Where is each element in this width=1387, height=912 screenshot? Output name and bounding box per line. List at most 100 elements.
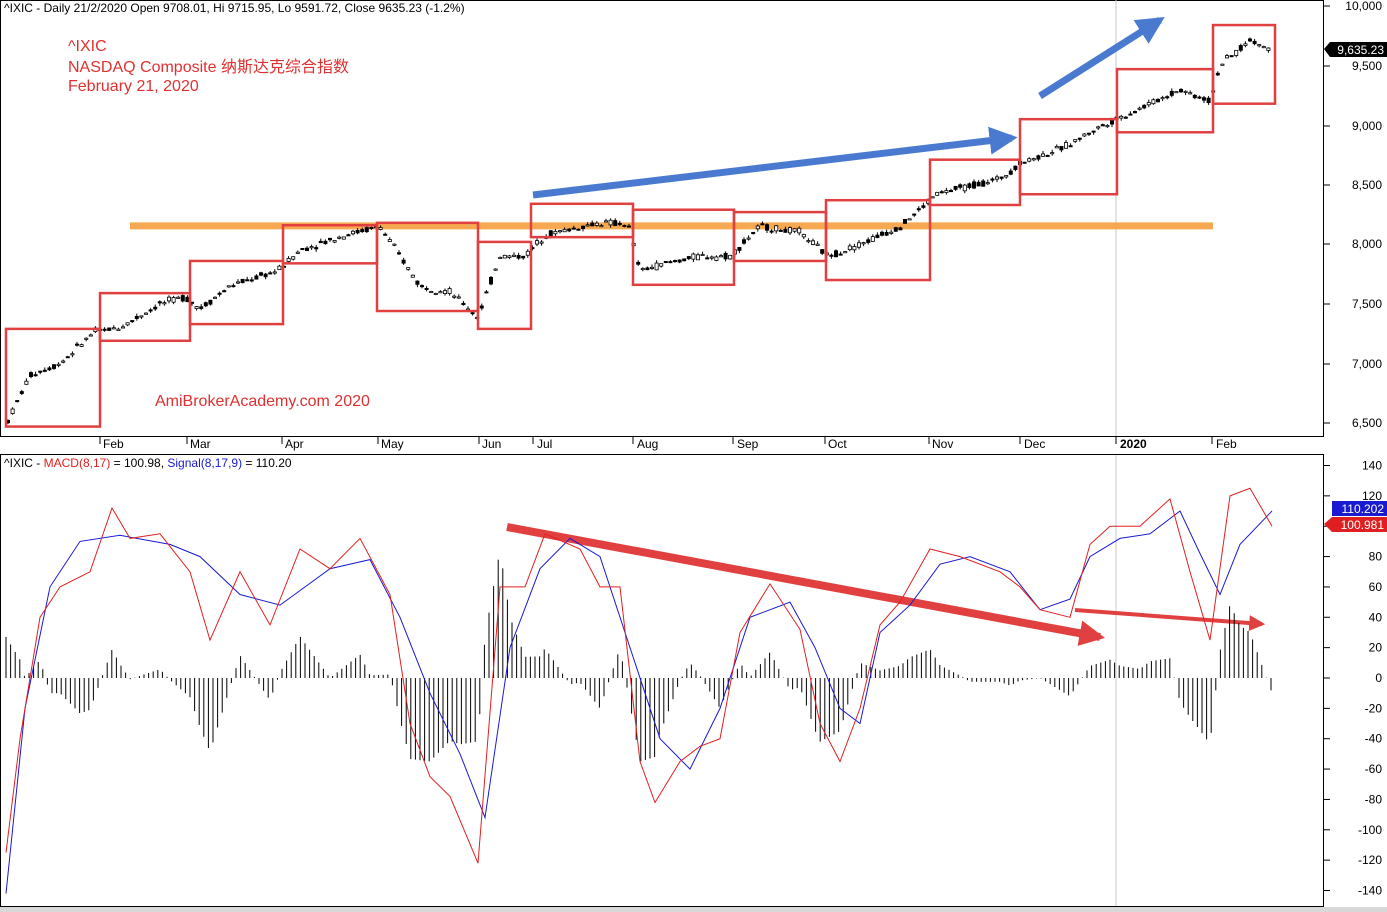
candle-body (700, 253, 705, 256)
candle-body (1248, 38, 1253, 42)
signal-legend-label: Signal(8,17,9) (167, 456, 242, 470)
candle-body (1087, 132, 1092, 135)
candle-body (419, 285, 424, 288)
candle-body (843, 251, 848, 254)
candle-body (387, 239, 392, 242)
candle-body (1202, 97, 1207, 101)
bottom-sheet-strip[interactable] (0, 907, 1387, 912)
candle-body (415, 280, 420, 285)
candle-body (1008, 170, 1013, 175)
candle-body (1077, 137, 1082, 140)
candle-body (562, 229, 567, 233)
candle-body (636, 261, 641, 265)
candle-body (847, 245, 852, 251)
candle-body (696, 254, 701, 261)
candle-body (548, 230, 553, 237)
candle-body (654, 262, 659, 271)
x-tick-jun: Jun (482, 437, 501, 451)
price-panel-frame (0, 0, 1324, 437)
candle-body (222, 290, 227, 293)
candle-body (1045, 154, 1050, 157)
candle-body (1238, 45, 1243, 51)
signal-tag-label: 110.202 (1342, 502, 1385, 516)
price-header: ^IXIC - Daily 21/2/2020 Open 9708.01, Hi… (4, 1, 465, 15)
candle-body (1174, 91, 1179, 94)
candle-body (24, 380, 29, 385)
candle-body (148, 309, 153, 312)
candle-body (116, 328, 121, 331)
candle-body (797, 227, 802, 234)
x-tick-apr: Apr (285, 437, 304, 451)
candle-body (594, 222, 599, 226)
candle-body (581, 225, 586, 229)
monthly-box-1 (4, 327, 102, 428)
candle-body (705, 257, 710, 260)
candle-body (788, 227, 793, 234)
candle-body (1179, 88, 1184, 93)
price-y-ticks: 10,000 9,500 9,000 8,500 8,000 7,500 7,0… (1324, 0, 1382, 430)
candlesticks (6, 37, 1271, 425)
macd-divergence-arrow-long (506, 523, 1106, 646)
candle-body (880, 231, 885, 236)
candle-body (820, 249, 825, 254)
candle-body (447, 288, 452, 294)
candle-body (245, 279, 250, 282)
candle-body (153, 306, 158, 310)
macd-tick--40: -40 (1365, 732, 1383, 746)
candle-body (507, 255, 512, 258)
candle-body (1054, 146, 1059, 149)
candle-body (935, 191, 940, 196)
candle-body (742, 239, 747, 244)
candle-body (1064, 142, 1069, 149)
candle-body (1041, 153, 1046, 157)
candle-body (1096, 126, 1101, 129)
candle-body (1146, 102, 1151, 106)
candle-body (406, 267, 411, 270)
x-tick-dec: Dec (1024, 437, 1045, 451)
macd-legend-label: MACD(8,17) (44, 456, 111, 470)
candle-body (79, 344, 84, 347)
candle-body (751, 231, 756, 235)
candle-body (479, 305, 484, 309)
candle-body (1266, 47, 1271, 51)
candle-body (650, 266, 655, 269)
candle-body (364, 227, 369, 233)
watermark: AmiBrokerAcademy.com 2020 (155, 393, 370, 410)
candle-body (295, 251, 300, 254)
macd-panel-frame (0, 454, 1324, 907)
candle-body (866, 239, 871, 243)
candle-body (1142, 104, 1147, 109)
candle-body (709, 256, 714, 259)
candle-body (962, 184, 967, 192)
candle-body (52, 364, 57, 369)
macd-tick--100: -100 (1358, 823, 1382, 837)
candle-body (861, 242, 866, 245)
candle-body (452, 295, 457, 298)
candle-body (1206, 97, 1211, 104)
candle-body (765, 224, 770, 231)
macd-tick-140: 140 (1362, 459, 1382, 473)
candle-body (677, 259, 682, 263)
x-axis: Feb Mar Apr May Jun Jul Aug Sep Oct Nov … (99, 436, 1237, 451)
candle-body (1165, 96, 1170, 99)
candle-body (778, 229, 783, 232)
macd-header: ^IXIC - MACD(8,17) = 100.98, Signal(8,17… (4, 456, 292, 470)
candle-body (235, 281, 240, 284)
candle-body (493, 268, 498, 271)
candle-body (535, 240, 540, 245)
candle-body (999, 176, 1004, 179)
candle-body (811, 240, 816, 245)
price-tick-7000: 7,000 (1352, 357, 1382, 371)
candle-body (360, 229, 365, 233)
candle-body (369, 226, 374, 229)
candle-body (102, 328, 107, 331)
candle-body (19, 391, 24, 394)
candle-body (944, 190, 949, 193)
candle-body (61, 360, 66, 363)
monthly-box-10 (824, 198, 932, 282)
candle-body (75, 343, 80, 346)
candle-body (1183, 90, 1188, 93)
candle-body (263, 273, 268, 278)
monthly-box-12 (1018, 117, 1119, 196)
candle-body (47, 367, 52, 371)
